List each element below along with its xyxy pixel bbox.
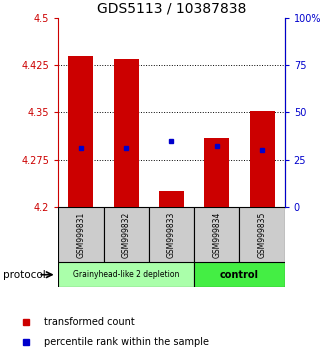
Bar [204, 138, 229, 207]
Text: GSM999835: GSM999835 [257, 211, 267, 258]
Text: protocol: protocol [3, 270, 46, 280]
Text: GSM999833: GSM999833 [167, 211, 176, 258]
Text: percentile rank within the sample: percentile rank within the sample [44, 337, 209, 347]
Bar [250, 111, 274, 207]
Text: GSM999832: GSM999832 [122, 211, 131, 258]
Text: transformed count: transformed count [44, 318, 135, 327]
FancyBboxPatch shape [239, 207, 285, 262]
FancyBboxPatch shape [194, 262, 285, 287]
Bar [114, 59, 139, 207]
Text: GSM999831: GSM999831 [76, 211, 86, 258]
Text: Grainyhead-like 2 depletion: Grainyhead-like 2 depletion [73, 270, 179, 279]
Title: GDS5113 / 10387838: GDS5113 / 10387838 [97, 1, 246, 15]
FancyBboxPatch shape [104, 207, 149, 262]
FancyBboxPatch shape [149, 207, 194, 262]
Bar [159, 191, 184, 207]
FancyBboxPatch shape [58, 262, 194, 287]
Text: control: control [220, 270, 259, 280]
FancyBboxPatch shape [194, 207, 239, 262]
Text: GSM999834: GSM999834 [212, 211, 221, 258]
FancyBboxPatch shape [58, 207, 104, 262]
Bar [69, 56, 93, 207]
